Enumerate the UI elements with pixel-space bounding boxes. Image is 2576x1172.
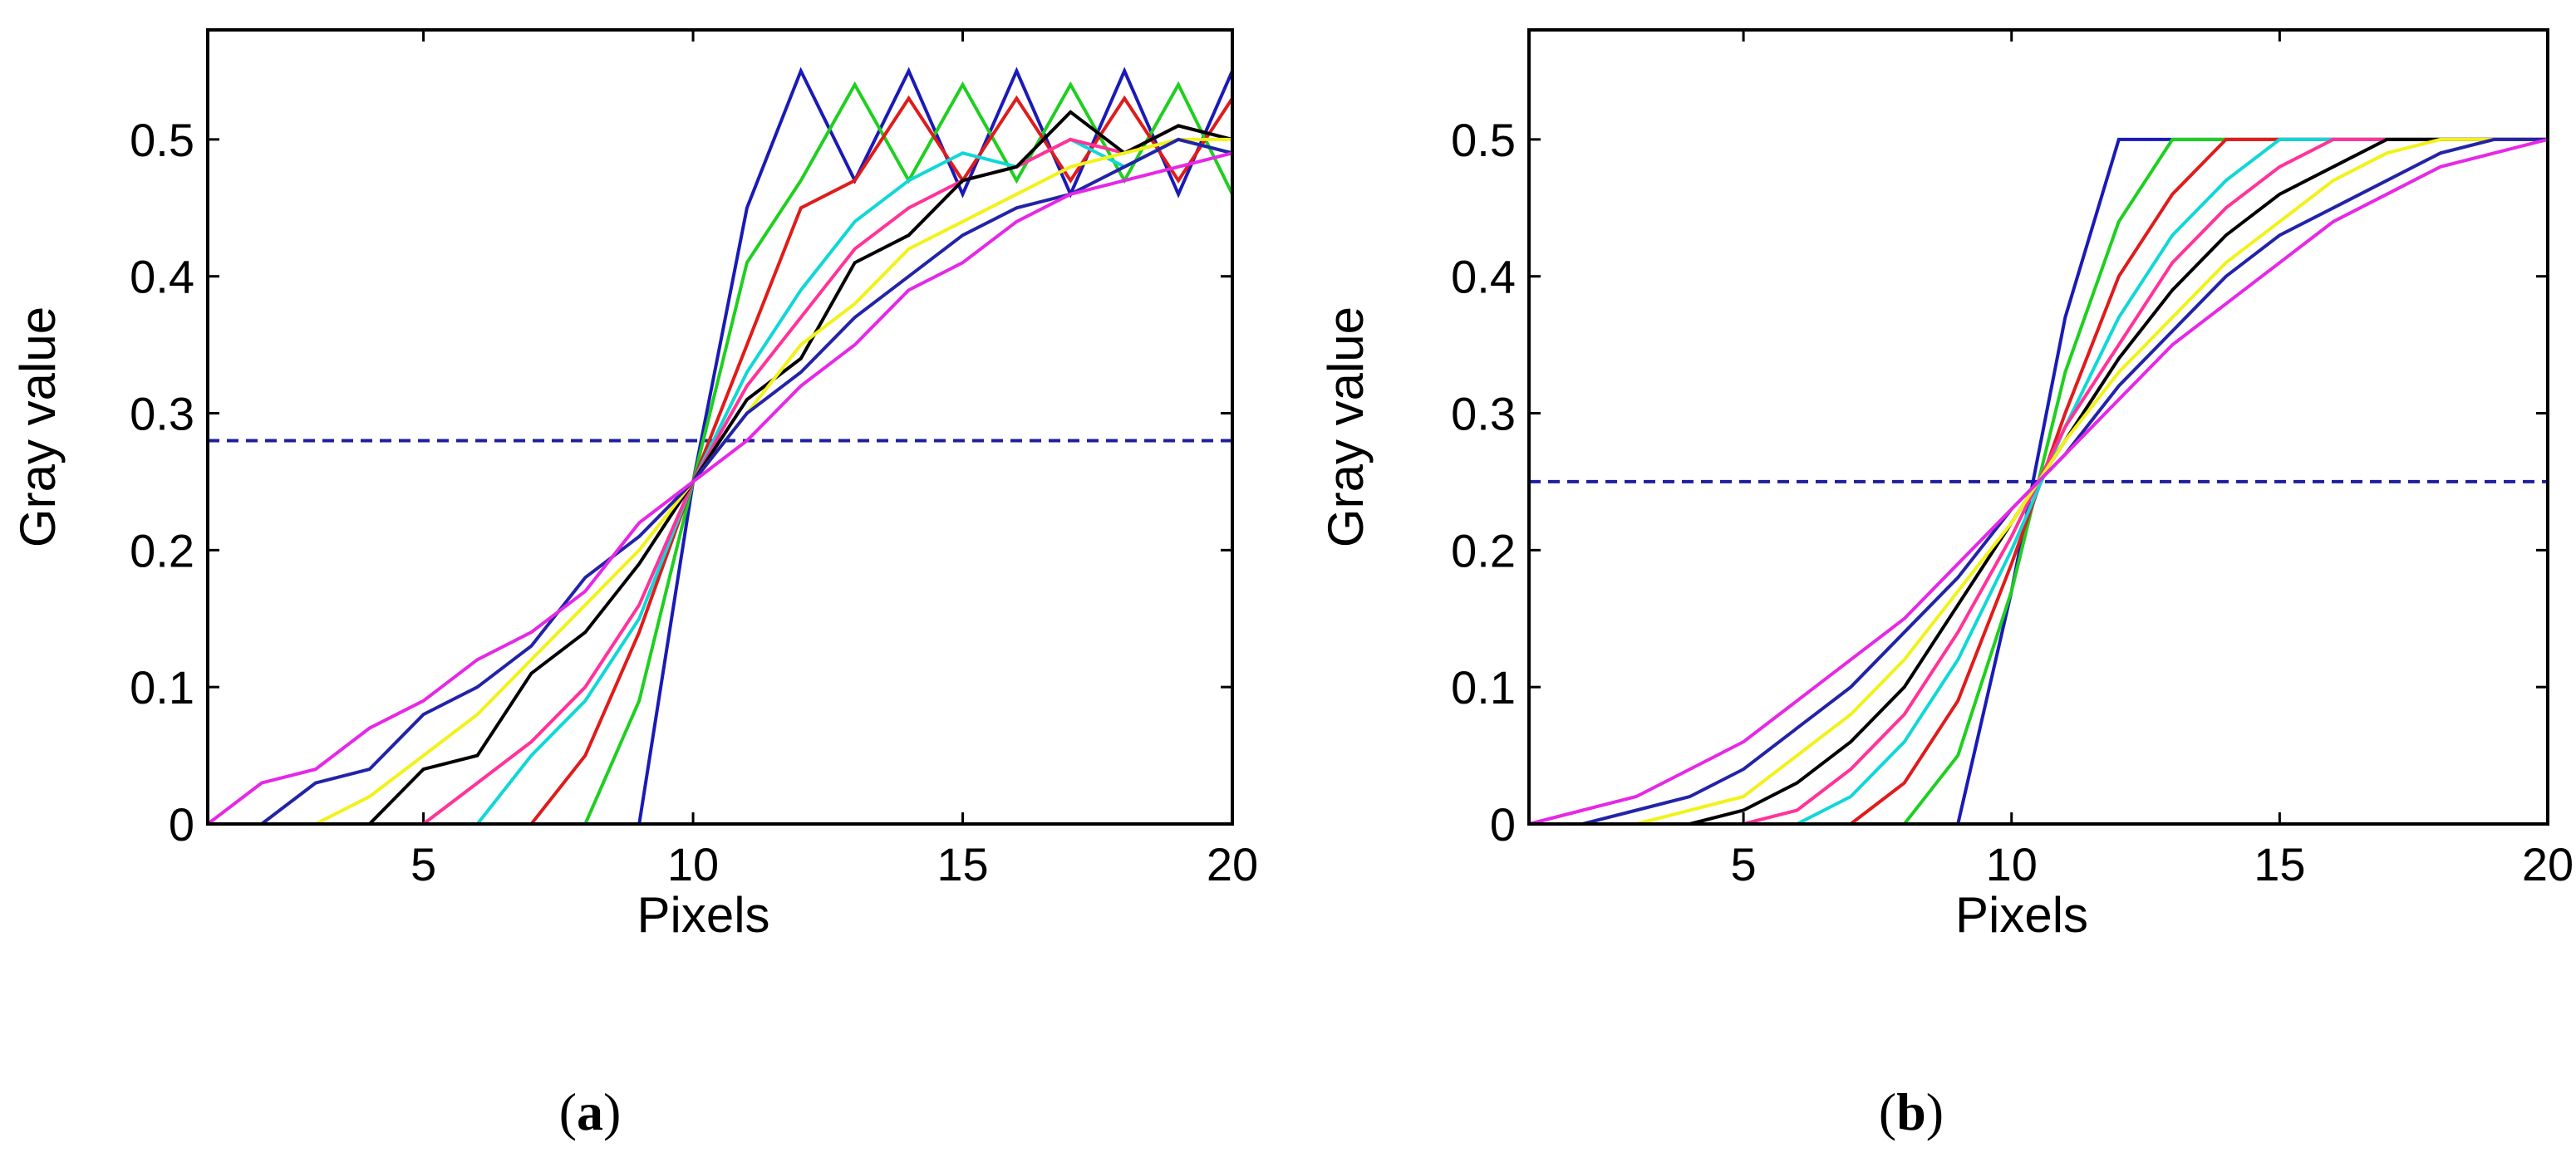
panel-a-caption-close-paren: ) (603, 1082, 621, 1141)
panel-b-y-axis-label: Gray value (1318, 306, 1374, 547)
panel-b-y-tick-label: 0.5 (1451, 114, 1516, 166)
panel-a-plot-frame (206, 28, 1234, 826)
panel-a-y-tick-label: 0.1 (130, 661, 194, 713)
panel-b-caption-letter: b (1896, 1082, 1926, 1141)
panel-a-series-black (208, 110, 1233, 826)
panel-b-series-magenta (1528, 137, 2549, 826)
panel-a-y-tick-label: 0.5 (130, 114, 194, 166)
panel-a-y-tick-label: 0.4 (130, 251, 194, 303)
panel-a-y-tick-label: 0.3 (130, 388, 194, 440)
panel-a-x-tick-label: 5 (410, 838, 436, 890)
panel-a-x-tick-label: 10 (667, 838, 719, 890)
panel-b-x-tick-label: 15 (2254, 838, 2305, 890)
panel-b-plot-frame (1527, 28, 2549, 826)
panel-b-y-tick-label: 0.1 (1451, 661, 1516, 713)
panel-a-y-axis-label: Gray value (10, 306, 66, 547)
panel-b-plot-area (1527, 28, 2549, 826)
panel-b-caption-open-paren: ( (1879, 1082, 1896, 1141)
panel-a-y-tick-label: 0 (169, 798, 194, 851)
panel-a-series-navy (208, 137, 1233, 826)
panel-a-x-axis-label: Pixels (637, 887, 769, 943)
panel-b-y-tick-label: 0.3 (1451, 388, 1516, 440)
panel-a-caption-open-paren: ( (559, 1082, 577, 1141)
panel-a-y-tick-label: 0.2 (130, 524, 194, 576)
panel-a-caption-label: (a) (559, 1082, 622, 1141)
panel-a-caption-letter: a (577, 1082, 603, 1141)
panel-a-x-tick-label: 20 (1207, 838, 1258, 890)
panel-b-x-tick-label: 5 (1731, 838, 1757, 890)
panel-b-x-tick-label: 20 (2522, 838, 2574, 890)
panel-a-series-magenta (206, 151, 1233, 826)
panel-b-y-tick-label: 0.4 (1451, 251, 1516, 303)
panel-b-y-tick-label: 0 (1490, 798, 1516, 851)
panel-b-y-tick-label: 0.2 (1451, 524, 1516, 576)
panel-a-x-tick-label: 15 (937, 838, 988, 890)
panel-b-caption-close-paren: ) (1926, 1082, 1944, 1141)
panel-b-caption-label: (b) (1879, 1082, 1944, 1141)
panel-b-x-tick-label: 10 (1986, 838, 2038, 890)
panel-b-x-axis-label: Pixels (1955, 887, 2088, 943)
